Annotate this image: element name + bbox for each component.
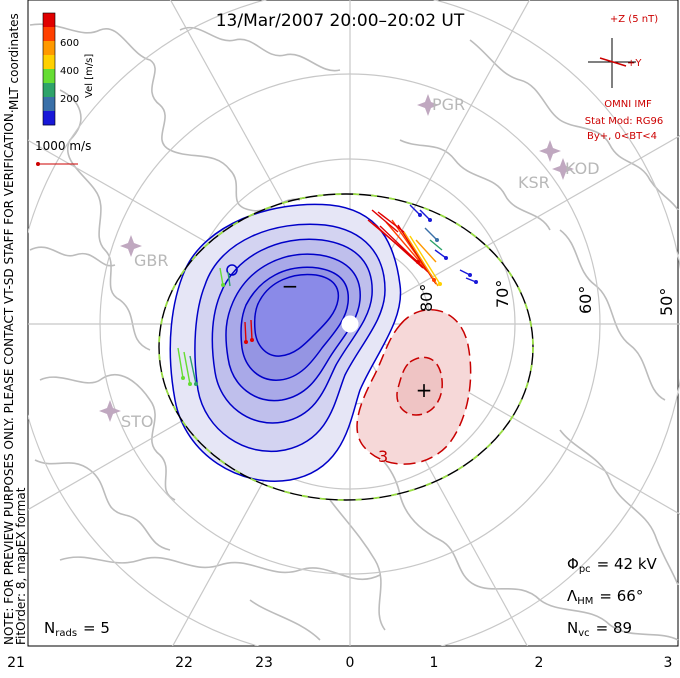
station-label-ksr: KSR	[518, 173, 550, 192]
fit-order-note: FitOrder: 8, mapEX format	[14, 487, 28, 645]
color-scale-frame	[42, 12, 56, 126]
n-vc-stat: Nvc = 89	[567, 619, 632, 639]
velocity-vectors	[177, 204, 477, 385]
preview-note: NOTE: FOR PREVIEW PURPOSES ONLY. PLEASE …	[2, 109, 16, 645]
color-scale-tick-200: 200	[60, 94, 79, 105]
contour-value-label: 3	[378, 447, 388, 466]
imf-y-label: +Y	[627, 58, 642, 69]
mlt-label-22: 22	[175, 655, 193, 671]
mlt-axis-labels: 21 22 23 0 1 2 3	[7, 655, 672, 671]
station-labels: PGR KSR KOD GBR STO	[121, 95, 600, 431]
color-scale-segment	[43, 55, 55, 70]
positive-cell	[356, 309, 472, 465]
mlt-label-2: 2	[535, 655, 544, 671]
mlt-label-0: 0	[346, 655, 355, 671]
positive-cell-label: +	[416, 378, 433, 402]
color-scale-segment	[43, 41, 55, 56]
plot-title: 13/Mar/2007 20:00–20:02 UT	[216, 11, 465, 31]
n-rads-stat: Nrads = 5	[44, 619, 110, 639]
negative-cell-label: −	[282, 274, 299, 298]
latitude-label-50: 50°	[657, 288, 676, 316]
mlt-label-3: 3	[664, 655, 673, 671]
negative-cell	[169, 203, 402, 482]
color-scale-segment	[43, 13, 55, 28]
latitude-label-70: 70°	[493, 280, 512, 308]
color-scale-segment	[43, 69, 55, 84]
mlt-label-21: 21	[7, 655, 25, 671]
reference-vector-dot	[36, 162, 40, 166]
color-scale-segment	[43, 111, 55, 126]
map-statistics: Nrads = 5 Φpc = 42 kV ΛHM = 66° Nvc = 89	[44, 555, 658, 639]
coordinates-label: MLT coordinates	[7, 13, 21, 110]
latitude-label-60: 60°	[576, 286, 595, 314]
hm-boundary	[158, 193, 534, 501]
color-scale-segment	[43, 83, 55, 98]
imf-model: Stat Mod: RG96	[585, 116, 664, 127]
coastlines	[29, 23, 679, 641]
pole-marker	[341, 315, 359, 333]
color-scale-ticks: 600 400 200	[60, 38, 79, 105]
velocity-color-scale	[42, 12, 56, 126]
color-scale-tick-400: 400	[60, 66, 79, 77]
color-scale-segment	[43, 27, 55, 42]
imf-z-label: +Z (5 nT)	[610, 14, 658, 25]
mlt-label-1: 1	[430, 655, 439, 671]
lambda-hm-stat: ΛHM = 66°	[567, 587, 643, 607]
latitude-labels: 80° 70° 60° 50°	[417, 280, 676, 316]
imf-condition: By+, 0<BT<4	[587, 131, 657, 142]
station-markers	[99, 94, 574, 422]
station-label-pgr: PGR	[432, 95, 465, 114]
phi-pc-stat: Φpc = 42 kV	[567, 555, 658, 575]
station-label-sto: STO	[121, 412, 154, 431]
color-scale-label: Vel [m/s]	[84, 54, 95, 98]
station-label-gbr: GBR	[134, 251, 169, 270]
latitude-label-80: 80°	[417, 284, 436, 312]
station-label-kod: KOD	[565, 159, 600, 178]
imf-source: OMNI IMF	[604, 99, 652, 110]
velocity-vector-dots	[181, 213, 478, 386]
mlt-label-23: 23	[255, 655, 273, 671]
color-scale-tick-600: 600	[60, 38, 79, 49]
color-scale-segment	[43, 97, 55, 112]
reference-vector-label: 1000 m/s	[35, 139, 91, 153]
imf-vector	[599, 57, 627, 67]
